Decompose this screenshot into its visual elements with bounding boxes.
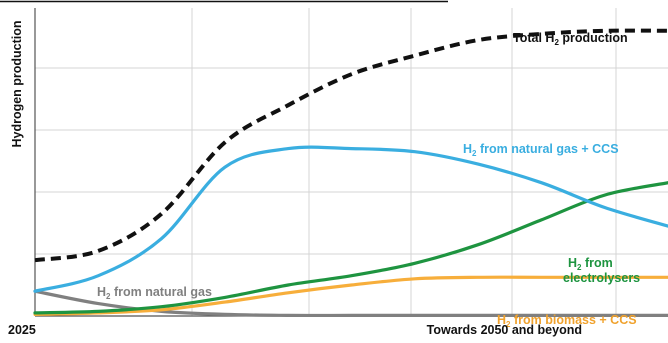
x-start-label: 2025 xyxy=(8,323,36,337)
y-axis-label: Hydrogen production xyxy=(10,20,24,147)
label-electrolysers: H2 from xyxy=(568,256,613,272)
series-line-electrolysers xyxy=(33,181,668,315)
label-electrolysers-line2: electrolysers xyxy=(563,271,640,285)
series-line-natural-gas-ccs xyxy=(33,145,668,293)
label-total: Total H2 production xyxy=(513,31,628,47)
series-line-total xyxy=(34,28,668,263)
label-natural-gas: H2 from natural gas xyxy=(97,285,212,301)
x-end-label: Towards 2050 and beyond xyxy=(427,323,582,337)
series-labels: Total H2 production H2 from natural gas +… xyxy=(97,31,640,329)
series-lines xyxy=(33,28,668,318)
label-natural-gas-ccs: H2 from natural gas + CCS xyxy=(463,142,619,158)
series-line-biomass-ccs xyxy=(33,275,668,316)
label-biomass-ccs: H2 from biomass + CCS xyxy=(497,313,637,329)
